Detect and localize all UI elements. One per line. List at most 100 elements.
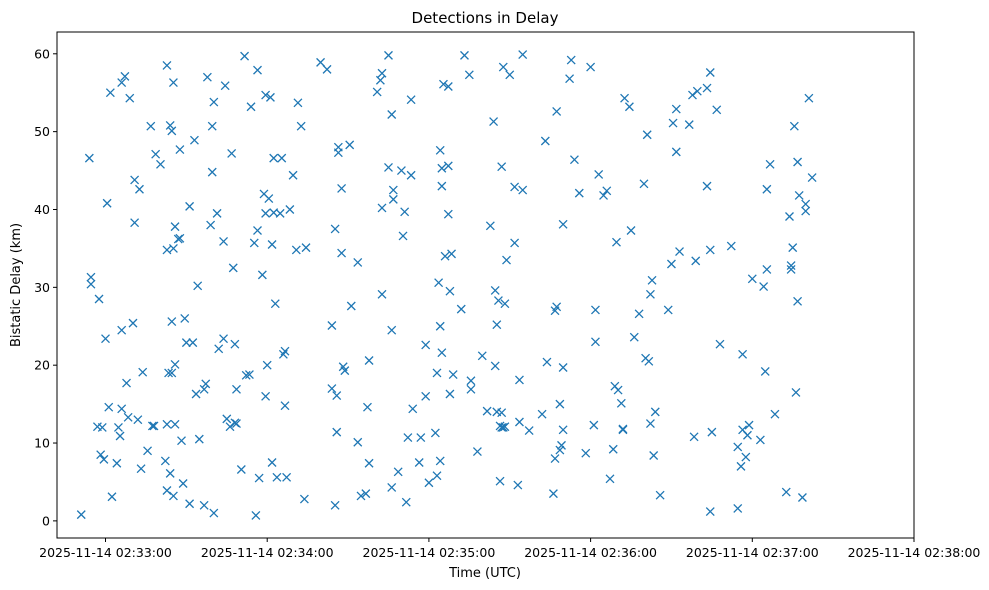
data-point-marker (128, 318, 138, 328)
data-point-marker (437, 163, 447, 173)
data-point-marker (232, 384, 241, 394)
data-point-marker (207, 121, 217, 131)
data-point-marker (403, 433, 413, 443)
data-point-marker (332, 391, 342, 401)
data-point-marker (122, 378, 131, 388)
data-point-marker (781, 487, 791, 497)
data-point-marker (797, 493, 807, 502)
data-point-marker (644, 356, 654, 366)
data-point-marker (435, 321, 445, 331)
data-point-marker (558, 425, 568, 435)
data-point-marker (117, 404, 127, 414)
y-axis-label: Bistatic Delay (km) (9, 223, 24, 347)
data-point-marker (634, 309, 644, 319)
data-point-marker (510, 182, 520, 192)
data-point-marker (599, 191, 608, 200)
data-point-marker (207, 167, 217, 177)
data-point-marker (663, 305, 673, 315)
data-point-marker (514, 417, 524, 427)
data-point-marker (227, 148, 237, 158)
data-point-marker (793, 296, 803, 306)
data-point-marker (518, 185, 528, 195)
data-point-marker (650, 407, 660, 417)
data-point-marker (261, 391, 271, 401)
data-point-marker (327, 384, 337, 393)
data-point-marker (377, 68, 387, 78)
data-point-marker (555, 399, 565, 409)
data-point-marker (715, 339, 725, 349)
data-point-marker (244, 370, 254, 379)
data-point-marker (270, 299, 280, 309)
data-point-marker (785, 212, 794, 221)
data-point-marker (275, 208, 285, 218)
data-point-marker (84, 153, 94, 163)
data-point-marker (143, 446, 153, 456)
data-point-marker (736, 461, 746, 471)
data-point-marker (293, 98, 303, 108)
data-point-marker (639, 179, 649, 189)
data-point-marker (177, 436, 186, 446)
data-point-marker (675, 247, 684, 256)
data-point-marker (738, 349, 748, 359)
data-point-marker (602, 186, 612, 196)
data-point-marker (170, 222, 180, 232)
data-point-marker (353, 437, 363, 447)
data-point-marker (540, 136, 550, 146)
data-point-marker (262, 360, 272, 370)
data-point-marker (618, 425, 628, 435)
data-point-marker (135, 184, 144, 194)
data-point-marker (316, 57, 326, 67)
data-point-marker (167, 317, 177, 327)
data-point-marker (282, 472, 292, 482)
data-point-marker (361, 489, 371, 499)
data-point-marker (741, 452, 751, 462)
data-point-marker (384, 50, 393, 60)
data-point-marker (645, 419, 655, 429)
data-point-marker (537, 409, 547, 419)
data-point-marker (162, 486, 172, 495)
data-point-marker (733, 503, 743, 513)
data-point-marker (105, 88, 115, 98)
data-point-marker (151, 149, 161, 159)
data-point-marker (285, 205, 295, 214)
data-point-marker (330, 224, 340, 234)
data-point-marker (612, 237, 621, 247)
data-point-marker (165, 468, 175, 478)
data-point-marker (332, 427, 342, 437)
data-points (76, 50, 817, 520)
data-point-marker (747, 274, 757, 284)
data-point-marker (786, 264, 796, 274)
data-point-marker (232, 419, 241, 429)
data-point-marker (214, 344, 224, 354)
data-point-marker (688, 90, 697, 100)
data-point-marker (437, 181, 447, 191)
data-point-marker (337, 184, 347, 193)
data-point-marker (249, 238, 259, 248)
data-point-marker (482, 406, 492, 416)
data-point-marker (447, 249, 457, 259)
data-point-marker (168, 491, 178, 501)
data-point-marker (692, 86, 702, 96)
data-point-marker (346, 301, 356, 311)
data-point-marker (291, 245, 301, 255)
data-point-marker (107, 492, 117, 502)
x-axis-label: Time (UTC) (448, 566, 521, 581)
data-point-marker (789, 121, 799, 131)
data-point-marker (406, 170, 416, 180)
data-point-marker (443, 209, 453, 219)
data-point-marker (102, 198, 112, 208)
data-point-marker (261, 90, 271, 100)
data-point-marker (432, 471, 442, 481)
data-point-marker (424, 478, 434, 488)
data-point-marker (655, 490, 665, 500)
data-point-marker (99, 454, 109, 464)
data-point-marker (548, 489, 558, 499)
data-point-marker (236, 465, 246, 474)
data-point-marker (791, 387, 801, 397)
data-point-marker (219, 236, 229, 246)
data-point-marker (691, 256, 701, 266)
y-tick-label: 0 (42, 513, 50, 528)
data-point-marker (267, 240, 277, 249)
data-point-marker (726, 241, 736, 251)
